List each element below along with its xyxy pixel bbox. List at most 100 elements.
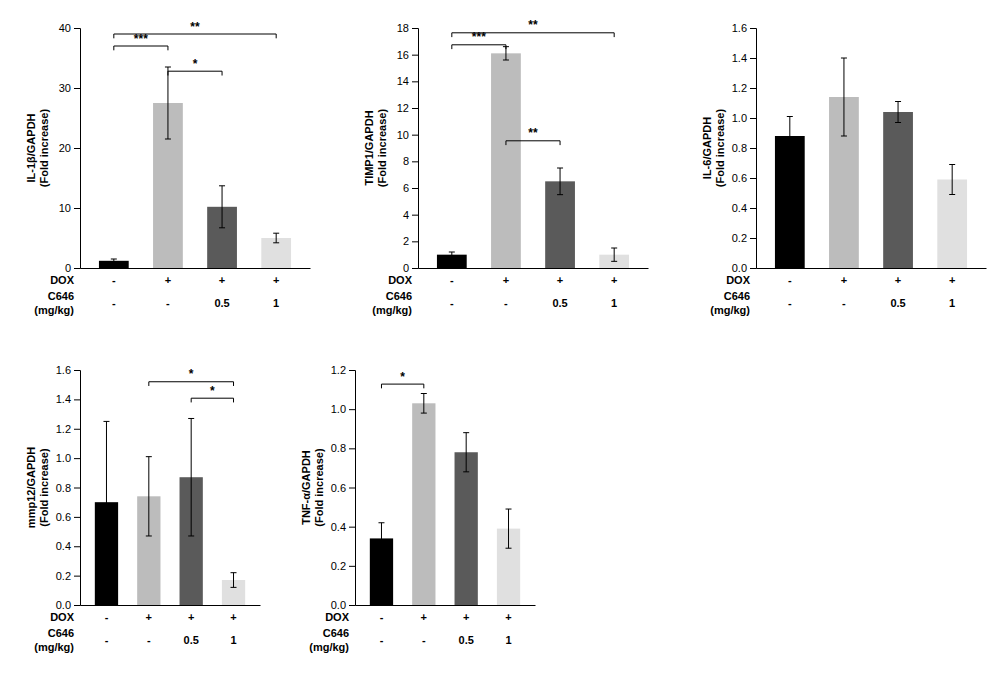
y-axis-title-line: IL-1β/GAPDH <box>25 113 37 182</box>
y-tick: 20 <box>59 142 80 154</box>
error-bar <box>421 394 427 414</box>
bar <box>455 452 478 605</box>
y-axis-title-line: TNF-α/GAPDH <box>300 450 312 525</box>
row-label: - <box>112 297 116 309</box>
row-label: - <box>788 274 792 286</box>
y-tick: 0.0 <box>331 599 355 611</box>
y-tick-mark <box>412 215 418 216</box>
row-label: + <box>273 274 279 286</box>
y-tick-mark <box>750 28 756 29</box>
y-tick: 4 <box>403 209 418 221</box>
y-axis: 010203040 <box>59 22 81 274</box>
row-label: - <box>105 611 109 623</box>
error-bar <box>895 102 901 123</box>
condition-rows: DOX-+++C646(mg/kg)--0.51 <box>372 274 617 316</box>
y-axis-title: mmp12/GAPDH(Fold increase) <box>25 447 50 528</box>
row-label: - <box>380 611 384 623</box>
y-tick-label: 0.8 <box>732 142 747 154</box>
y-tick: 12 <box>397 102 418 114</box>
y-tick-mark <box>750 58 756 59</box>
y-tick-mark <box>412 28 418 29</box>
row-name: DOX <box>50 611 75 623</box>
error-bar <box>378 523 384 554</box>
significance-bracket <box>149 382 234 386</box>
error-bar <box>506 509 512 548</box>
y-axis-title-line: (Fold increase) <box>38 109 50 188</box>
y-axis-title: TIMP1/GAPDH(Fold increase) <box>363 109 388 188</box>
row-name-line: DOX <box>388 274 413 286</box>
y-tick-mark <box>750 208 756 209</box>
row-label: - <box>380 634 384 646</box>
y-axis: 0.00.20.40.60.81.01.2 <box>331 364 356 611</box>
annotations: ****** <box>114 20 276 76</box>
x-axis <box>757 268 987 270</box>
row-label: 0.5 <box>184 634 199 646</box>
significance-bracket <box>114 46 168 50</box>
y-tick: 0.6 <box>732 172 756 184</box>
y-axis-line <box>750 29 757 269</box>
y-tick-mark <box>74 370 80 371</box>
y-tick-mark <box>74 268 80 269</box>
y-tick-label: 0.6 <box>732 172 747 184</box>
row-label: + <box>421 611 427 623</box>
y-axis: 024681012141618 <box>397 22 419 274</box>
y-tick-label: 20 <box>59 142 71 154</box>
y-tick: 30 <box>59 82 80 94</box>
y-tick-label: 18 <box>397 22 409 34</box>
row-label: + <box>611 274 617 286</box>
condition-rows: DOX-+++C646(mg/kg)--0.51 <box>34 274 279 316</box>
y-tick-label: 12 <box>397 102 409 114</box>
row-label: + <box>146 611 152 623</box>
x-axis-line <box>81 605 261 606</box>
y-axis-line <box>349 371 356 606</box>
y-tick-mark <box>750 238 756 239</box>
significance-bracket <box>191 398 233 402</box>
y-tick-mark <box>412 135 418 136</box>
y-axis-line <box>74 371 81 606</box>
row-name-line: DOX <box>325 611 350 623</box>
row-name: C646 (mg/kg) <box>34 627 74 653</box>
significance-label: * <box>189 367 194 381</box>
annotations: ** <box>149 367 234 402</box>
row-name: C646(mg/kg) <box>710 290 750 316</box>
row-label: + <box>505 611 511 623</box>
y-tick-mark <box>74 546 80 547</box>
row-label: 1 <box>949 297 955 309</box>
y-tick-label: 0.4 <box>732 202 747 214</box>
bar <box>491 53 521 268</box>
error-bar <box>787 117 793 156</box>
significance-bracket <box>506 141 560 145</box>
y-tick: 2 <box>403 235 418 247</box>
row-name-line: (mg/kg) <box>34 304 74 316</box>
y-tick-mark <box>750 88 756 89</box>
y-tick-mark <box>349 488 355 489</box>
y-tick-label: 6 <box>403 182 409 194</box>
significance-label: ** <box>528 18 538 32</box>
y-tick-label: 10 <box>59 202 71 214</box>
y-tick-mark <box>349 448 355 449</box>
row-name-line: C646 <box>48 627 74 639</box>
y-tick: 10 <box>59 202 80 214</box>
y-tick-label: 40 <box>59 22 71 34</box>
y-tick-mark <box>349 409 355 410</box>
x-axis <box>81 605 261 607</box>
row-name-line: DOX <box>50 611 75 623</box>
row-label: 0.5 <box>214 297 229 309</box>
figure: 010203040IL-1β/GAPDH(Fold increase)*****… <box>0 0 1007 676</box>
y-tick-label: 1.6 <box>56 364 71 376</box>
y-tick: 0.8 <box>56 482 80 494</box>
y-tick-mark <box>412 188 418 189</box>
error-bar <box>273 233 279 243</box>
row-name-line: (mg/kg) <box>34 641 74 653</box>
row-label: + <box>841 274 847 286</box>
y-tick-mark <box>412 241 418 242</box>
y-axis-title-line: TIMP1/GAPDH <box>363 110 375 185</box>
y-tick-mark <box>412 161 418 162</box>
y-tick-label: 1.6 <box>732 22 747 34</box>
error-bar <box>841 58 847 136</box>
y-tick-mark <box>349 605 355 606</box>
significance-bracket <box>168 71 222 75</box>
significance-bracket <box>114 34 276 38</box>
y-tick-label: 0.4 <box>56 540 71 552</box>
y-tick-label: 30 <box>59 82 71 94</box>
